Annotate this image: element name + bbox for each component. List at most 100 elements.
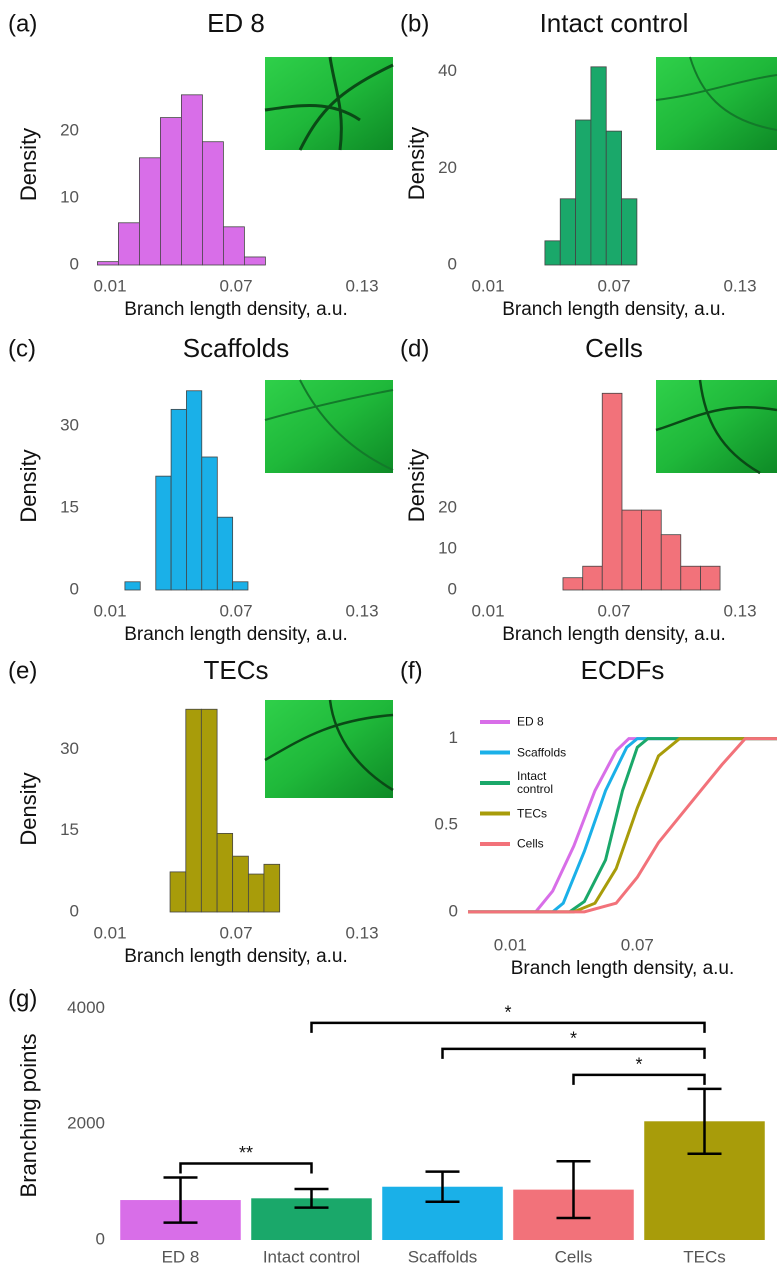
x-tick-label: Cells xyxy=(555,1247,593,1266)
panel-label: (g) xyxy=(8,985,37,1012)
panel-label: (d) xyxy=(400,335,429,362)
histogram-bar xyxy=(186,390,203,591)
histogram-bar xyxy=(138,157,161,266)
x-tick-label: 0.01 xyxy=(93,276,126,295)
x-tick-label: 0.13 xyxy=(345,923,378,942)
y-tick-label: 0 xyxy=(448,579,457,598)
histogram-bar xyxy=(159,117,182,266)
y-axis-label: Density xyxy=(404,127,429,200)
histogram-bar xyxy=(201,456,218,591)
histogram-bar xyxy=(621,509,642,591)
x-tick-label: 0.07 xyxy=(219,601,252,620)
histogram-bar xyxy=(201,141,224,266)
histogram-bar xyxy=(180,94,203,266)
x-tick-label: 0.13 xyxy=(723,276,756,295)
significance-label: ** xyxy=(239,1143,253,1163)
x-tick-label: TECs xyxy=(683,1247,726,1266)
y-axis-label: Density xyxy=(16,449,41,522)
histogram-bar xyxy=(559,198,576,266)
histogram-bar xyxy=(118,222,140,266)
ecdf-line xyxy=(468,737,777,914)
histogram-bar xyxy=(263,863,281,913)
y-tick-label: 20 xyxy=(60,120,79,139)
significance-bracket xyxy=(179,1162,313,1174)
photo-inset xyxy=(264,56,394,151)
ecdf-line xyxy=(468,737,777,914)
panel-label: (e) xyxy=(8,657,37,684)
y-axis-label: Density xyxy=(404,449,429,522)
x-tick-label: 0.07 xyxy=(219,276,252,295)
error-bar xyxy=(163,1176,198,1224)
legend-label: Cells xyxy=(517,836,544,851)
x-tick-label: 0.01 xyxy=(494,935,527,954)
x-tick-label: 0.13 xyxy=(345,601,378,620)
histogram-bar xyxy=(222,226,245,266)
histogram-bar xyxy=(216,832,234,913)
y-tick-label: 20 xyxy=(438,158,457,177)
histogram-bar xyxy=(582,565,603,591)
x-tick-label: ED 8 xyxy=(162,1247,200,1266)
x-axis-label: Branch length density, a.u. xyxy=(502,624,726,645)
significance-label: * xyxy=(504,1003,511,1023)
y-tick-label: 1 xyxy=(449,728,458,747)
x-tick-label: 0.01 xyxy=(93,923,126,942)
histogram-bar xyxy=(232,581,249,591)
y-tick-label: 15 xyxy=(60,820,79,839)
error-bar xyxy=(556,1160,591,1220)
histogram-bar xyxy=(232,855,249,913)
x-tick-label: 0.07 xyxy=(219,923,252,942)
legend-label: Intact control xyxy=(517,769,554,796)
x-tick-label: 0.13 xyxy=(723,601,756,620)
histogram-bar xyxy=(575,119,592,266)
y-tick-label: 0.5 xyxy=(434,815,458,834)
significance-label: * xyxy=(635,1055,642,1075)
error-bar xyxy=(687,1087,722,1155)
x-tick-label: 0.07 xyxy=(621,935,654,954)
y-tick-label: 0 xyxy=(70,254,79,273)
photo-inset xyxy=(655,379,777,475)
histogram-bar xyxy=(641,509,662,591)
y-tick-label: 30 xyxy=(60,415,79,434)
x-tick-label: 0.13 xyxy=(345,276,378,295)
y-tick-label: 10 xyxy=(438,539,457,558)
x-tick-label: Intact control xyxy=(263,1247,360,1266)
error-bar xyxy=(294,1187,329,1209)
y-tick-label: 0 xyxy=(70,579,79,598)
histogram-bar xyxy=(200,708,218,913)
x-tick-label: 0.01 xyxy=(93,601,126,620)
error-bar xyxy=(425,1170,460,1204)
significance-label: * xyxy=(570,1029,577,1049)
y-tick-label: 15 xyxy=(60,497,79,516)
significance-bracket xyxy=(441,1047,706,1059)
legend-label: Scaffolds xyxy=(517,745,567,759)
histogram-bar xyxy=(621,198,638,266)
x-axis-label: Branch length density, a.u. xyxy=(124,299,348,320)
y-tick-label: 0 xyxy=(70,901,79,920)
x-axis-label: Branch length density, a.u. xyxy=(511,958,735,979)
histogram-bar xyxy=(97,261,119,266)
y-tick-label: 10 xyxy=(60,187,79,206)
histogram-bar xyxy=(247,873,265,913)
histogram-bar xyxy=(216,516,234,591)
significance-bracket xyxy=(572,1073,706,1085)
histogram-bar xyxy=(601,392,623,591)
y-tick-label: 40 xyxy=(438,61,457,80)
histogram-bar xyxy=(169,871,187,913)
y-tick-label: 20 xyxy=(438,498,457,517)
panel-label: (a) xyxy=(8,10,37,37)
y-tick-label: 4000 xyxy=(67,998,105,1017)
x-tick-label: Scaffolds xyxy=(408,1247,478,1266)
x-tick-label: 0.01 xyxy=(471,601,504,620)
photo-inset xyxy=(655,56,777,150)
y-tick-label: 30 xyxy=(60,739,79,758)
ecdf-line xyxy=(468,737,777,914)
photo-inset xyxy=(264,379,394,473)
x-tick-label: 0.07 xyxy=(597,276,630,295)
panel-label: (f) xyxy=(400,657,423,684)
panel-label: (b) xyxy=(400,10,429,37)
y-tick-label: 0 xyxy=(449,901,458,920)
histogram-bar xyxy=(243,256,266,266)
y-tick-label: 0 xyxy=(448,254,457,273)
